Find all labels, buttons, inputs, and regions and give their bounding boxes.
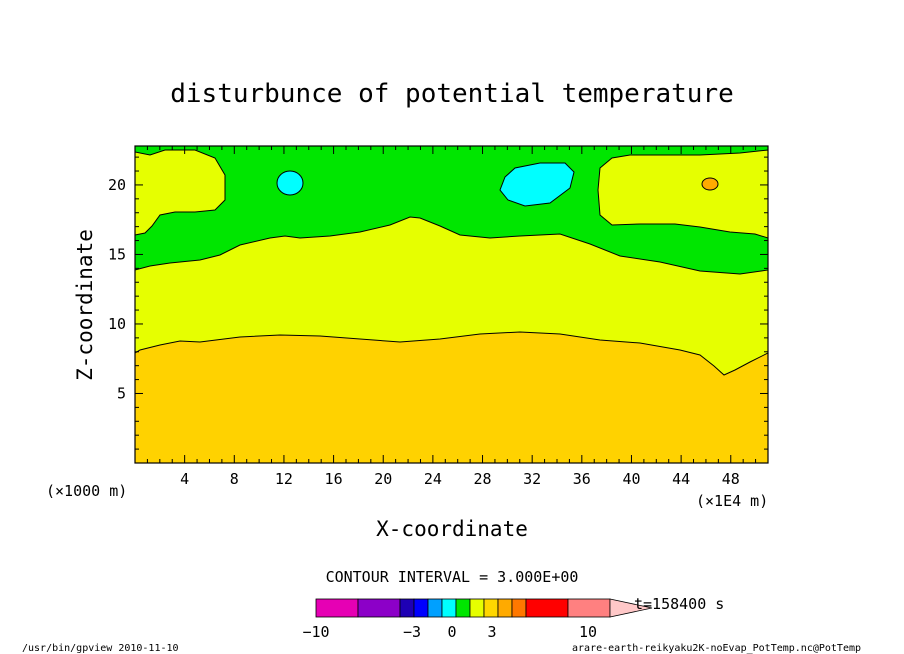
x-tick-label: 48 [722,470,740,488]
colorbar-segment [469,598,485,618]
colorbar-segment [315,598,359,618]
x-tick-label: 28 [473,470,491,488]
plot-area [134,145,769,464]
y-tick-label: 5 [117,384,126,402]
tick-marks [135,146,768,463]
chart-title: disturbunce of potential temperature [170,79,734,109]
footer-left: /usr/bin/gpview 2010-11-10 [22,643,179,654]
y-tick-label: 10 [108,315,126,333]
y-tick-labels: 5 10 15 20 [108,176,126,403]
y-tick-label: 15 [108,245,126,263]
region-yellow-top-left [134,146,226,236]
colorbar-label: −3 [403,623,421,641]
colorbar-label: −10 [302,623,329,641]
colorbar-segment [441,598,457,618]
x-tick-label: 12 [275,470,293,488]
x-tick-label: 32 [523,470,541,488]
colorbar-segment [567,598,611,618]
plot-frame [134,145,769,464]
colorbar-segment [357,598,401,618]
colorbar-segment [413,598,429,618]
colorbar-label: 10 [579,623,597,641]
colorbar-extension-arrow [609,598,653,618]
region-orange-right [701,177,719,191]
region-cyan-left [276,170,304,196]
colorbar-segment [497,598,513,618]
x-scale-note: (×1E4 m) [696,492,768,510]
x-tick-label: 4 [180,470,189,488]
x-tick-label: 8 [230,470,239,488]
x-axis-label: X-coordinate [376,517,528,541]
x-tick-label: 36 [573,470,591,488]
colorbar-segment [525,598,569,618]
x-tick-label: 40 [622,470,640,488]
y-tick-label: 20 [108,176,126,194]
footer-right: arare-earth-reikyaku2K-noEvap_PotTemp.nc… [572,643,861,654]
colorbar-segment [483,598,499,618]
time-label: t=158400 s [634,595,724,613]
colorbar-segment [427,598,443,618]
x-tick-label: 24 [424,470,442,488]
region-yellow-top-right [597,146,769,239]
colorbar-segment [455,598,471,618]
colorbar-segment [399,598,415,618]
colorbar-label: 3 [487,623,496,641]
colorbar [315,598,653,618]
x-tick-label: 20 [374,470,392,488]
region-cyan-center [499,162,575,207]
x-unit-note: (×1000 m) [46,482,127,500]
x-tick-labels: 4 8 12 16 20 24 28 32 36 40 44 48 [180,470,740,488]
y-axis-label: Z-coordinate [73,229,97,381]
contour-interval: CONTOUR INTERVAL = 3.000E+00 [326,568,579,586]
colorbar-segment [511,598,527,618]
colorbar-label: 0 [447,623,456,641]
x-tick-label: 44 [672,470,690,488]
x-tick-label: 16 [325,470,343,488]
colorbar-labels: −10 −3 0 3 10 [302,623,597,641]
